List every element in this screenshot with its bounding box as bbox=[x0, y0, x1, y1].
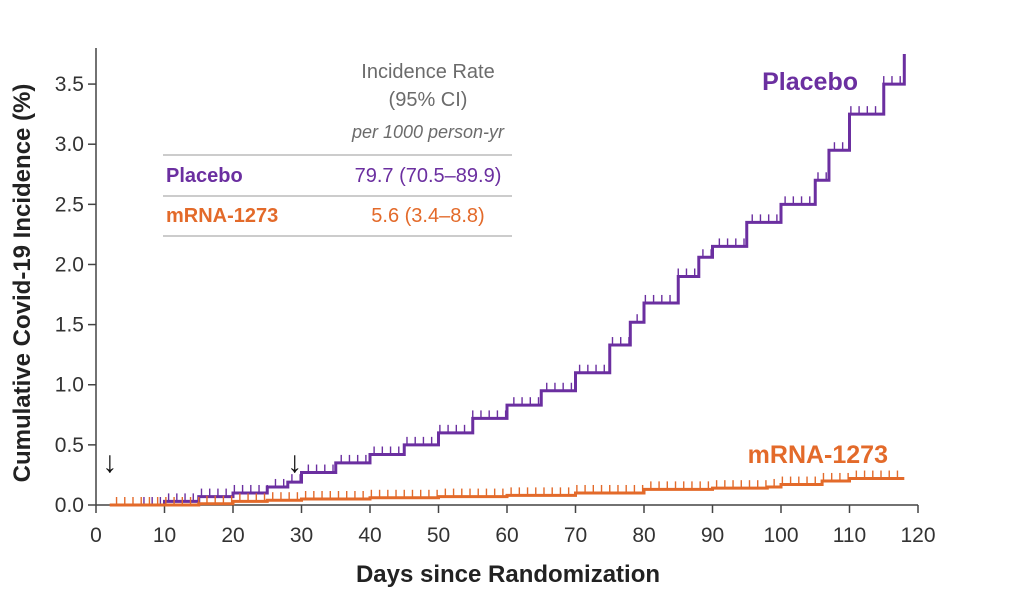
x-tick-label: 30 bbox=[290, 524, 313, 547]
x-tick-label: 110 bbox=[833, 524, 866, 547]
dose-arrow-icon: ↓ bbox=[102, 446, 117, 479]
dose-arrow-icon: ↓ bbox=[287, 446, 302, 479]
y-tick-label: 1.5 bbox=[55, 314, 84, 337]
x-tick-label: 90 bbox=[701, 524, 724, 547]
legend-header-line2: (95% CI) bbox=[389, 89, 468, 111]
x-tick-label: 80 bbox=[632, 524, 655, 547]
legend-row-placebo-name: Placebo bbox=[166, 165, 243, 187]
x-tick-label: 20 bbox=[221, 524, 244, 547]
y-axis-title: Cumulative Covid-19 Incidence (%) bbox=[9, 84, 36, 483]
y-tick-label: 2.5 bbox=[55, 193, 84, 216]
series-label-mrna: mRNA-1273 bbox=[748, 441, 888, 469]
series-line-mrna bbox=[109, 477, 905, 507]
legend-row-mrna-value: 5.6 (3.4–8.8) bbox=[371, 205, 484, 227]
y-tick-label: 0.0 bbox=[55, 494, 84, 517]
legend-row-placebo-value: 79.7 (70.5–89.9) bbox=[355, 165, 502, 187]
axes: 0 10 20 30 40 50 60 70 80 90 100 110 120 0.0 0.5 1.0 1.5… bbox=[55, 48, 936, 547]
x-tick-label: 120 bbox=[900, 524, 935, 547]
x-tick-label: 40 bbox=[358, 524, 381, 547]
y-tick-label: 0.5 bbox=[55, 434, 84, 457]
x-tick-label: 10 bbox=[153, 524, 176, 547]
legend-table: Incidence Rate (95% CI) per 1000 person-… bbox=[163, 61, 512, 237]
legend-header-line1: Incidence Rate bbox=[361, 61, 494, 83]
x-tick-label: 50 bbox=[427, 524, 450, 547]
series-label-placebo: Placebo bbox=[762, 68, 858, 96]
y-tick-label: 1.0 bbox=[55, 374, 84, 397]
censor-marks-placebo bbox=[143, 76, 901, 505]
dose-arrows: ↓ ↓ bbox=[102, 446, 302, 479]
y-tick-label: 3.0 bbox=[55, 133, 84, 156]
legend-row-mrna-name: mRNA-1273 bbox=[166, 205, 278, 227]
censor-marks-mrna bbox=[115, 470, 899, 505]
legend-header-sub: per 1000 person-yr bbox=[351, 122, 505, 142]
y-tick-label: 3.5 bbox=[55, 73, 84, 96]
series-line-placebo bbox=[137, 54, 906, 507]
x-tick-label: 100 bbox=[763, 524, 798, 547]
x-axis-title: Days since Randomization bbox=[356, 561, 660, 588]
series-layer bbox=[109, 54, 906, 507]
x-tick-label: 70 bbox=[564, 524, 587, 547]
x-tick-label: 60 bbox=[495, 524, 518, 547]
x-tick-label: 0 bbox=[90, 524, 102, 547]
y-tick-label: 2.0 bbox=[55, 253, 84, 276]
